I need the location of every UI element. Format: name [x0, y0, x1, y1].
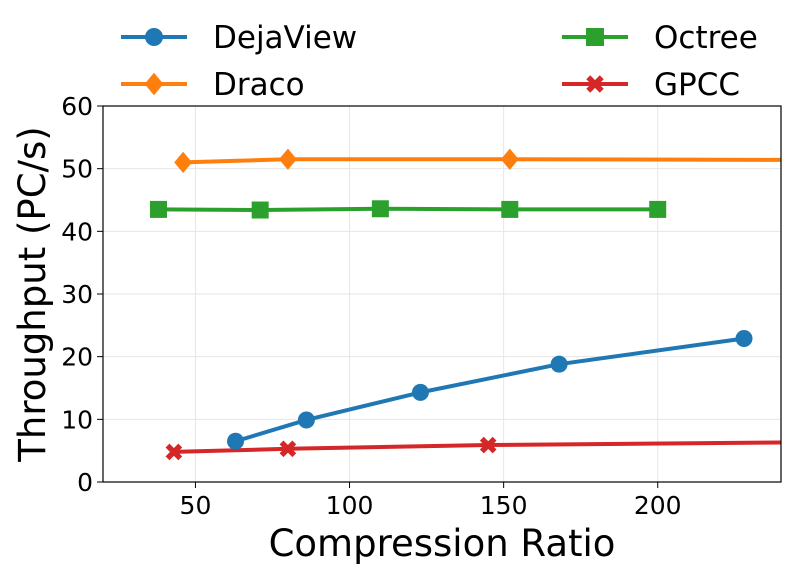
x-tick-label: 150 — [480, 491, 528, 520]
draco-point — [500, 148, 519, 170]
series-draco — [174, 148, 781, 174]
x-tick-label: 100 — [326, 491, 374, 520]
octree-point — [649, 200, 667, 218]
x-tick-label: 200 — [634, 491, 682, 520]
gpcc-point — [165, 443, 183, 461]
series-gpcc — [165, 436, 781, 461]
gpcc-point-stroke — [165, 443, 183, 461]
gpcc-line — [173, 440, 781, 454]
x-axis-label: Compression Ratio — [269, 522, 616, 565]
series-dejaview — [227, 329, 753, 450]
dejaview-point — [411, 383, 429, 401]
legend-label-draco: Draco — [213, 67, 305, 103]
legend-item-gpcc: GPCC — [562, 67, 740, 103]
gpcc-point-stroke — [279, 440, 297, 458]
draco-point — [174, 151, 193, 174]
legend-item-draco: Draco — [121, 67, 305, 103]
legend-marker-gpcc — [586, 75, 604, 93]
x-tick-label: 50 — [180, 491, 212, 520]
octree-line — [158, 206, 658, 213]
dejaview-point — [550, 355, 568, 373]
legend-marker-gpcc-stroke — [586, 75, 604, 93]
octree-point — [371, 200, 389, 218]
gpcc-point — [279, 440, 297, 458]
octree-point — [149, 200, 167, 218]
y-tick-label: 20 — [61, 343, 93, 372]
legend-marker-dejaview — [145, 28, 163, 46]
legend-label-gpcc: GPCC — [654, 67, 740, 103]
y-axis-ticks: 0 10 20 30 40 50 60 — [61, 92, 103, 497]
y-tick-label: 60 — [61, 92, 93, 121]
legend-marker-draco — [144, 72, 164, 96]
legend-label-octree: Octree — [654, 20, 758, 56]
octree-point — [251, 201, 269, 219]
dejaview-point — [735, 329, 753, 347]
y-tick-label: 0 — [77, 468, 93, 497]
dejaview-point — [227, 432, 245, 450]
draco-point — [278, 148, 297, 170]
x-axis-ticks: 50 100 150 200 — [180, 482, 682, 520]
gpcc-point-stroke — [479, 436, 497, 454]
octree-point — [501, 200, 519, 218]
gpcc-point — [479, 436, 497, 454]
dejaview-point — [297, 411, 315, 429]
y-tick-label: 10 — [61, 405, 93, 434]
legend: DejaView Draco Octree GPCC — [121, 20, 758, 103]
series-layer — [149, 148, 781, 461]
series-octree — [149, 200, 667, 219]
legend-item-dejaview: DejaView — [121, 20, 357, 56]
y-tick-label: 30 — [61, 280, 93, 309]
y-tick-label: 40 — [61, 217, 93, 246]
y-tick-label: 50 — [61, 155, 93, 184]
legend-label-dejaview: DejaView — [213, 20, 357, 56]
draco-line — [183, 157, 781, 165]
legend-item-octree: Octree — [562, 20, 758, 56]
y-axis-label: Throughput (PC/s) — [11, 126, 54, 462]
legend-marker-octree — [586, 28, 604, 46]
